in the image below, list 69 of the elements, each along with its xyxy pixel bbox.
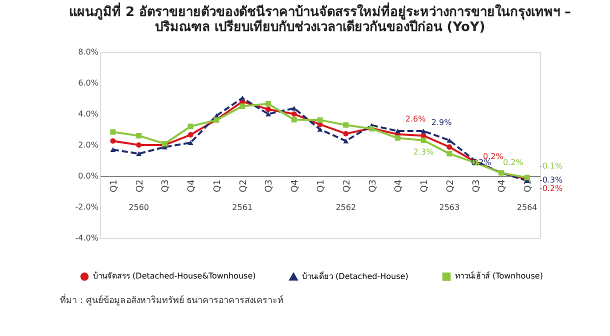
point xyxy=(110,129,116,135)
y-tick-label: -4.0% xyxy=(75,234,99,242)
legend-label: ทาวน์เฮ้าส์ (Townhouse) xyxy=(455,270,543,281)
point xyxy=(291,111,297,117)
y-tick-label: 6.0% xyxy=(78,78,99,88)
point xyxy=(420,128,426,134)
point xyxy=(110,138,116,144)
data-label: -0.3% xyxy=(539,176,564,185)
annotation: 2562 xyxy=(336,203,356,212)
x-tick-label: Q3 xyxy=(472,180,482,192)
x-tick-label: Q2 xyxy=(446,180,456,192)
annotation: 2561 xyxy=(232,203,253,212)
point xyxy=(394,128,400,134)
point xyxy=(291,116,297,122)
y-tick-label: 4.0% xyxy=(78,110,99,118)
y-tick-label: -2.0% xyxy=(75,202,99,212)
point xyxy=(343,138,349,144)
x-tick-label: Q3 xyxy=(368,180,378,192)
point xyxy=(240,104,246,109)
data-label: 2.6% xyxy=(405,114,426,124)
point xyxy=(291,106,297,111)
point xyxy=(240,96,246,100)
data-label: 0.2% xyxy=(503,158,524,167)
x-tick-label: Q3 xyxy=(161,180,172,192)
x-tick-label: Q2 xyxy=(135,180,146,192)
point xyxy=(188,140,194,146)
data-label: -0.1% xyxy=(539,162,564,171)
annotation: 2564 xyxy=(516,203,538,212)
x-tick-label: Q1 xyxy=(212,180,223,192)
legend-label: บ้านเดี่ยว (Detached-House) xyxy=(302,270,408,281)
x-tick-label: Q1 xyxy=(109,180,120,192)
y-tick-label: 2.0% xyxy=(78,140,99,150)
text: แผนภูมิที่ 2 อัตราขยายตัวของดัชนีราคาบ้านจัดสรรใหม่ที่อยู่ระหว่างการขายในกรุงเทพฯ – xyxy=(68,5,572,20)
x-tick-label: Q2 xyxy=(342,180,352,192)
x-tick-label: Q4 xyxy=(394,179,404,192)
text: ปริมณฑล เปรียบเทียบกับช่วงเวลาเดียวกันของปีก่อน (YoY) xyxy=(154,20,486,35)
annotation: 2560 xyxy=(128,203,150,212)
data-label: 0.2% xyxy=(483,152,504,161)
x-tick-label: Q4 xyxy=(498,179,508,192)
text: ที่มา : ศูนย์ข้อมูลอสังหาริมทรัพย์ ธนาคารอาคารสงเคราะห์ xyxy=(60,293,284,306)
point xyxy=(420,138,426,144)
point xyxy=(317,117,323,123)
point xyxy=(446,150,452,156)
x-tick-label: Q4 xyxy=(187,179,198,192)
data-label: -0.2% xyxy=(539,184,564,194)
x-tick-label: Q4 xyxy=(290,179,301,192)
point xyxy=(394,135,400,141)
point xyxy=(136,132,142,138)
point xyxy=(265,112,271,116)
x-tick-label: Q2 xyxy=(238,180,249,192)
x-tick-label: Q3 xyxy=(264,180,275,192)
point xyxy=(343,130,349,136)
annotation: 2563 xyxy=(439,203,460,212)
data-label: 2.9% xyxy=(431,118,452,128)
point xyxy=(188,132,194,138)
point xyxy=(343,122,349,128)
point xyxy=(136,151,142,156)
y-tick-label: 0.0% xyxy=(78,172,99,180)
point xyxy=(110,147,116,152)
point xyxy=(446,144,452,150)
y-tick-label: 8.0% xyxy=(78,48,99,56)
legend-label: บ้านจัดสรร (Detached-House&Townhouse) xyxy=(93,272,256,281)
point xyxy=(188,124,194,130)
point xyxy=(265,101,271,107)
point xyxy=(265,106,271,112)
point xyxy=(136,142,142,148)
data-label: 2.3% xyxy=(413,147,434,156)
x-tick-label: Q1 xyxy=(316,180,326,192)
x-tick-label: Q1 xyxy=(420,180,430,192)
